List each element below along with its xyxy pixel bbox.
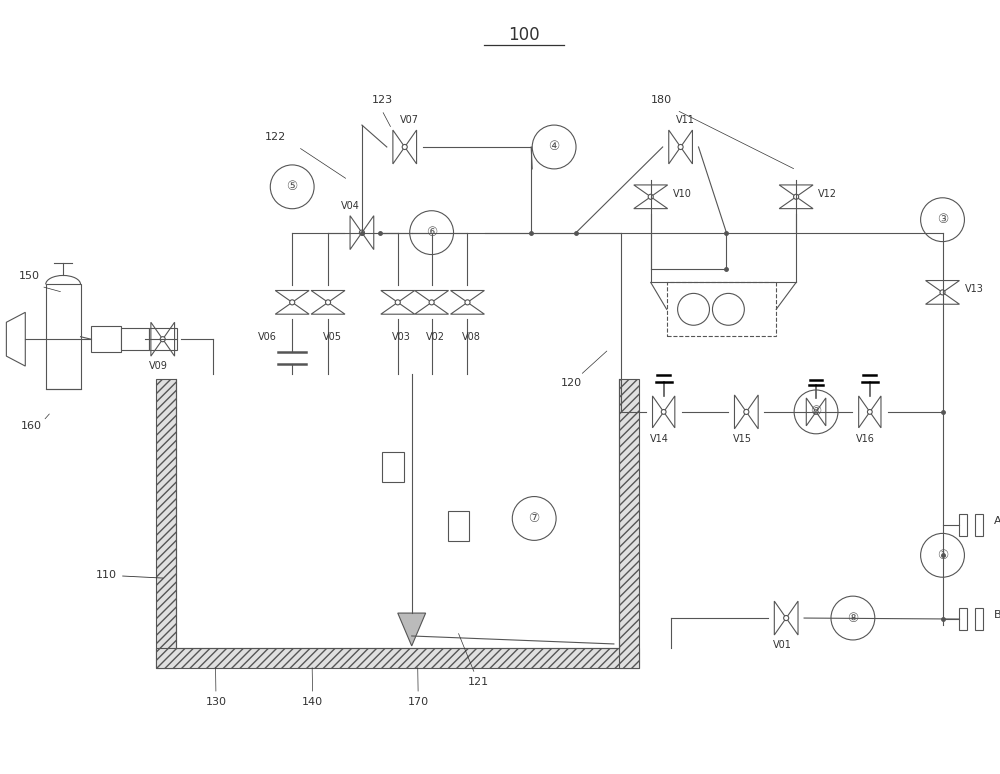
Circle shape (794, 194, 799, 200)
Text: ⑦: ⑦ (529, 512, 540, 525)
Text: V03: V03 (392, 332, 411, 342)
Text: 123: 123 (372, 95, 393, 105)
Circle shape (867, 409, 872, 414)
Bar (149, 328, 177, 350)
Text: V14: V14 (650, 433, 669, 444)
Text: V11: V11 (676, 115, 695, 125)
Bar (975, 515, 983, 536)
Text: V04: V04 (341, 200, 359, 211)
Text: 120: 120 (561, 351, 607, 388)
Text: V09: V09 (149, 361, 168, 371)
Text: ⑤: ⑤ (287, 180, 298, 194)
Circle shape (648, 194, 653, 200)
Text: V08: V08 (462, 332, 481, 342)
Text: V12: V12 (818, 189, 837, 199)
Bar (91, 327, 121, 352)
Text: 110: 110 (96, 570, 163, 580)
Bar (975, 608, 983, 630)
Text: V15: V15 (733, 433, 752, 444)
Text: 140: 140 (302, 668, 323, 707)
Bar (959, 515, 967, 536)
Circle shape (784, 615, 789, 621)
Text: A: A (993, 516, 1000, 526)
Polygon shape (398, 613, 426, 646)
Bar (382, 452, 404, 481)
Circle shape (678, 145, 683, 149)
Text: 160: 160 (21, 421, 42, 431)
Circle shape (359, 230, 364, 235)
Text: V05: V05 (323, 332, 342, 342)
Circle shape (160, 337, 165, 342)
Text: ⑧: ⑧ (847, 611, 859, 625)
Text: 130: 130 (206, 668, 227, 707)
Circle shape (744, 409, 749, 414)
Text: ③: ③ (937, 213, 948, 226)
Text: V16: V16 (856, 433, 875, 444)
Text: 180: 180 (651, 95, 672, 105)
Circle shape (429, 300, 434, 305)
Circle shape (661, 409, 666, 414)
Circle shape (402, 145, 407, 149)
Text: ⑥: ⑥ (426, 226, 437, 239)
Text: 121: 121 (459, 634, 489, 687)
Circle shape (814, 409, 818, 414)
Text: ①: ① (937, 549, 948, 562)
Text: V10: V10 (673, 189, 692, 199)
Circle shape (465, 300, 470, 305)
Bar (156, 648, 639, 668)
Bar (448, 512, 469, 541)
Bar (121, 328, 149, 350)
Text: V13: V13 (964, 284, 983, 294)
Text: V07: V07 (400, 115, 419, 125)
Text: ④: ④ (548, 141, 560, 153)
Text: 100: 100 (508, 26, 540, 44)
Circle shape (940, 289, 945, 295)
Circle shape (395, 300, 400, 305)
Bar (959, 608, 967, 630)
Text: V02: V02 (426, 332, 445, 342)
Bar (667, 283, 776, 336)
Text: 170: 170 (408, 668, 429, 707)
Text: ②: ② (810, 406, 822, 419)
Text: V06: V06 (258, 332, 277, 342)
Text: 150: 150 (19, 272, 40, 282)
Bar (156, 379, 176, 668)
Circle shape (326, 300, 331, 305)
Text: V01: V01 (773, 640, 792, 650)
Text: B: B (993, 610, 1000, 620)
Bar (619, 379, 639, 668)
Circle shape (290, 300, 295, 305)
Bar (46, 284, 81, 389)
Text: 122: 122 (265, 132, 287, 142)
